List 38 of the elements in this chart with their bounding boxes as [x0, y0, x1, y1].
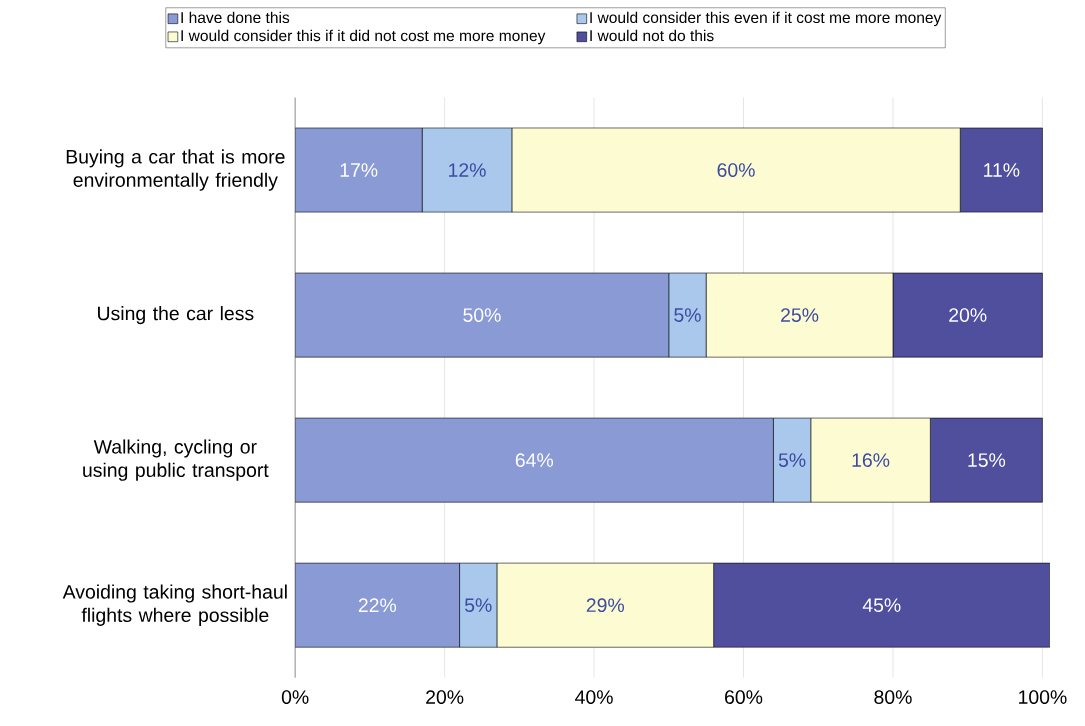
data-label: 5%	[674, 308, 701, 322]
data-label: 12%	[449, 162, 486, 177]
data-label: 11%	[984, 163, 1020, 177]
x-tick-label: 20%	[426, 690, 464, 704]
bar	[295, 562, 460, 648]
data-label: 16%	[852, 453, 890, 467]
data-label: 25%	[781, 307, 819, 322]
bar	[713, 562, 1050, 648]
y-tick-label: Avoiding taking short-haul flights where possible	[62, 584, 287, 626]
x-tick-label: 40%	[575, 690, 613, 704]
bar	[930, 417, 1043, 503]
data-label: 15%	[968, 453, 1006, 467]
legend-label: I would not do this	[590, 29, 714, 41]
legend-label: I would consider this if it did not cost me more money	[181, 29, 546, 45]
legend-label: I have done this	[181, 11, 290, 23]
data-label: 22%	[358, 598, 397, 612]
legend-label: I would consider this even if it cost me more money	[590, 11, 942, 26]
x-tick-label: 60%	[725, 690, 763, 704]
data-label: 5%	[778, 453, 806, 467]
y-tick-label: Buying a car that is more environmentally friendly	[66, 149, 285, 191]
data-label: 60%	[717, 162, 755, 177]
data-label: 64%	[515, 453, 554, 467]
data-label: 20%	[949, 307, 987, 322]
bar	[959, 127, 1043, 213]
x-tick-label: 100%	[1019, 690, 1067, 704]
bar	[892, 272, 1043, 358]
y-tick-label: Using the car less	[98, 305, 254, 324]
data-label: 17%	[340, 163, 378, 177]
x-tick-label: 0%	[281, 690, 309, 704]
data-label: 5%	[464, 598, 492, 612]
x-tick-label: 80%	[874, 690, 912, 704]
bar	[295, 417, 774, 503]
data-label: 29%	[586, 598, 625, 612]
bar	[295, 127, 423, 213]
y-tick-label: Walking, cycling or using public transport	[83, 439, 269, 481]
data-label: 45%	[862, 598, 901, 612]
data-label: 50%	[463, 307, 501, 322]
bar	[295, 272, 670, 358]
